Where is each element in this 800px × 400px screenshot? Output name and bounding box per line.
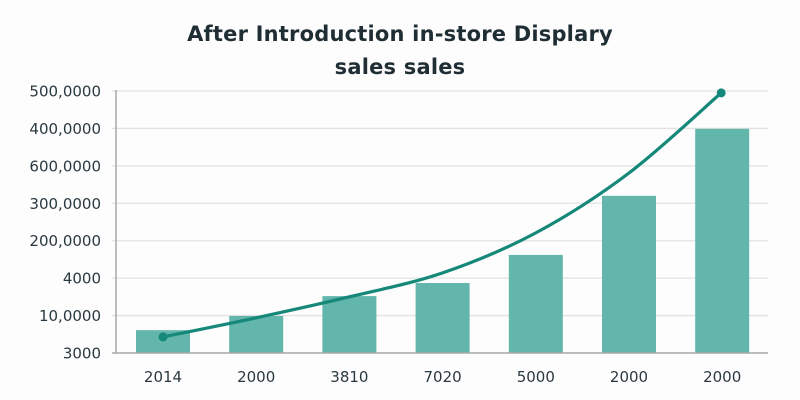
y-tick-label: 10,0000: [39, 307, 101, 325]
bar-3: [322, 296, 377, 353]
trend-start-marker: [158, 332, 168, 342]
x-tick-labels: 2014 2000 3810 7020 5000 2000 2000: [144, 368, 741, 386]
x-tick-label: 3810: [330, 368, 368, 386]
bar-4: [415, 283, 470, 353]
gridlines: [112, 90, 768, 317]
axes: [112, 90, 768, 354]
y-tick-label: 300,0000: [29, 195, 101, 213]
bar-6: [602, 195, 656, 353]
chart-title: After Introduction in-store Displary sal…: [0, 18, 800, 84]
y-tick-label: 3000: [63, 345, 101, 363]
y-tick-label: 600,0000: [29, 157, 101, 175]
trend-end-marker: [716, 88, 726, 98]
x-tick-label: 5000: [517, 368, 555, 386]
y-tick-label: 500,0000: [29, 83, 101, 101]
y-tick-labels: 3000 10,0000 4000 200,0000 300,0000 600,0000 4…: [29, 83, 101, 363]
trend-line-group: [158, 88, 726, 342]
bars: [136, 128, 750, 353]
x-tick-label: 2000: [703, 368, 741, 386]
x-tick-label: 2000: [610, 368, 648, 386]
x-tick-label: 2014: [144, 368, 182, 386]
x-tick-label: 2000: [237, 368, 275, 386]
y-tick-label: 400,0000: [29, 120, 101, 138]
bar-1: [136, 330, 190, 353]
trend-line: [161, 91, 723, 339]
x-tick-label: 7020: [424, 368, 462, 386]
bar-5: [508, 254, 563, 353]
chart-title-line-2: sales sales: [334, 55, 466, 79]
bar-7: [695, 128, 750, 353]
y-tick-label: 200,0000: [29, 232, 101, 250]
y-tick-label: 4000: [63, 270, 101, 288]
chart-title-line-1: After Introduction in-store Displary: [187, 22, 613, 46]
